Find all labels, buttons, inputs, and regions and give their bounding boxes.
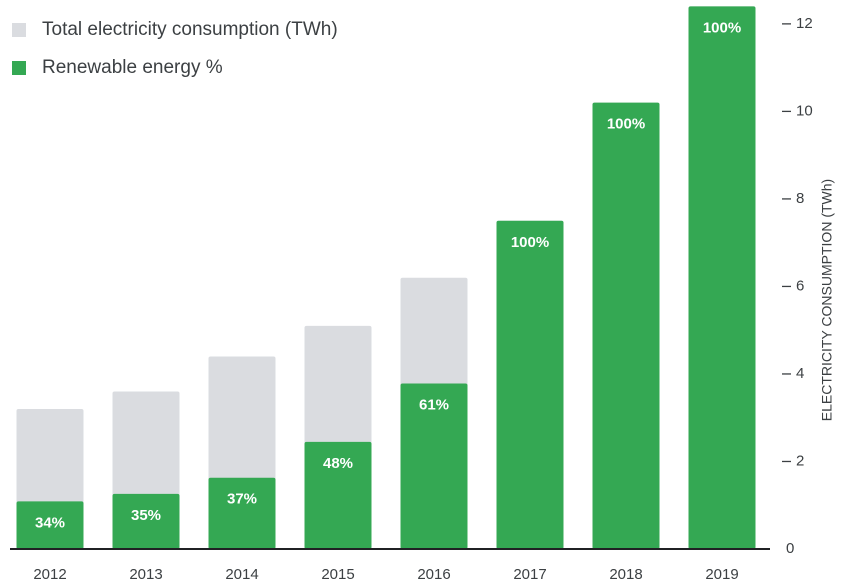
value-label: 35% [131,507,161,524]
value-label: 100% [511,234,549,251]
value-label: 34% [35,514,65,531]
y-tick-label: 0 [786,540,794,557]
x-tick-label: 2015 [321,566,354,583]
renewable-bar [496,220,564,550]
y-tick-label: 12 [796,15,813,32]
renewable-bar [208,477,276,549]
y-tick-label: 6 [796,277,804,294]
value-label: 100% [703,19,741,36]
x-tick-label: 2019 [705,566,738,583]
y-tick-label: 4 [796,365,804,382]
legend-swatch [12,23,26,37]
value-label: 61% [419,396,449,413]
x-tick-label: 2017 [513,566,546,583]
legend-swatch [12,61,26,75]
renewable-bar [112,493,180,549]
y-tick-label: 10 [796,102,813,119]
legend-label: Total electricity consumption (TWh) [42,19,338,40]
renewable-bar [16,501,84,549]
value-label: 48% [323,455,353,472]
y-axis-label: ELECTRICITY CONSUMPTION (TWh) [819,179,835,421]
value-label: 100% [607,116,645,133]
x-tick-label: 2012 [33,566,66,583]
y-tick-label: 8 [796,190,804,207]
renewable-bar [400,383,468,549]
x-tick-label: 2016 [417,566,450,583]
renewable-bar [304,441,372,549]
x-tick-label: 2013 [129,566,162,583]
renewable-bar [688,6,756,550]
renewable-bar [592,102,660,549]
x-tick-label: 2014 [225,566,258,583]
legend-label: Renewable energy % [42,57,223,78]
value-label: 37% [227,491,257,508]
y-tick-label: 2 [796,452,804,469]
x-tick-label: 2018 [609,566,642,583]
